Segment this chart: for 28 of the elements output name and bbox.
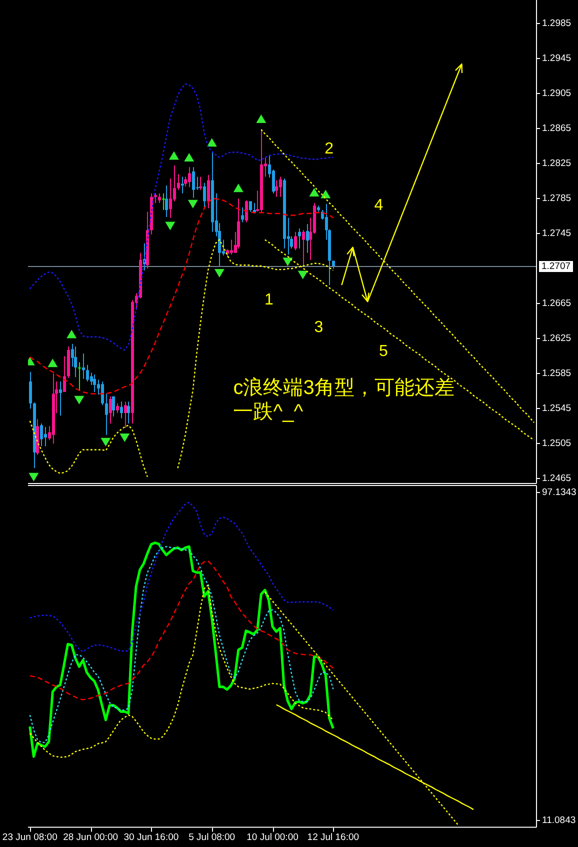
x-tick-label: 30 Jun 16:00 <box>124 832 179 844</box>
y-tick-label: 1.2905 <box>542 88 572 99</box>
y-tick-label: 1.2785 <box>542 193 572 204</box>
y-tick-label: 1.2985 <box>542 18 572 29</box>
x-tick-label: 23 Jun 08:00 <box>2 832 58 844</box>
annotation: c浪终端3角型，可能还差一跌^_^ <box>233 376 454 423</box>
x-tick-label: 12 Jul 16:00 <box>307 832 360 844</box>
x-tick-label: 10 Jul 00:00 <box>246 832 298 844</box>
y-tick-label: 1.2545 <box>542 403 572 414</box>
y-tick-label: 1.2745 <box>542 228 572 239</box>
y-tick-label: 1.2665 <box>542 298 572 309</box>
ref-line-label: 1.2707 <box>539 261 573 272</box>
y-tick-label: 1.2465 <box>542 473 572 484</box>
annotation: 2 <box>324 140 334 158</box>
y-tick-label: 1.2625 <box>542 333 572 344</box>
y-tick-label: 1.2505 <box>542 438 572 449</box>
y-tick-label: 1.2825 <box>542 158 572 169</box>
annotation: 3 <box>314 318 324 336</box>
annotation: 1 <box>264 292 274 308</box>
annotation: 4 <box>374 197 384 214</box>
y-tick-label: 1.2585 <box>542 368 572 379</box>
x-tick-label: 28 Jun 00:00 <box>63 832 118 844</box>
y-tick-label: 1.2865 <box>542 123 572 134</box>
annotation: 5 <box>378 343 388 360</box>
x-tick-label: 5 Jul 08:00 <box>188 832 236 844</box>
y-tick-label: 97.1343 <box>542 487 576 498</box>
y-tick-label: 11.0843 <box>542 815 576 826</box>
y-tick-label: 1.2945 <box>542 53 572 64</box>
